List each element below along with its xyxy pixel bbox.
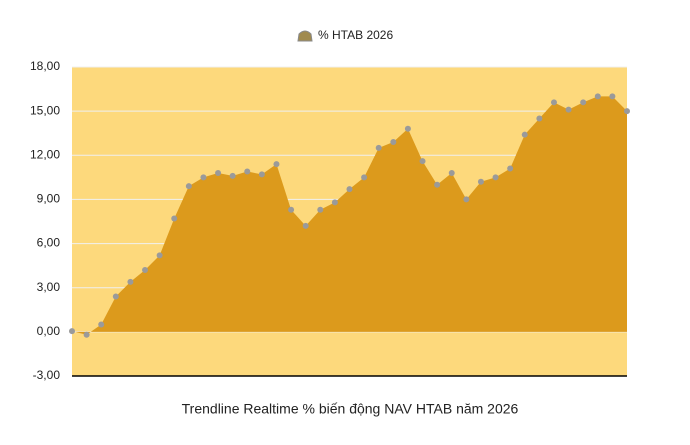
point: [273, 161, 280, 168]
point: [346, 186, 353, 193]
point: [127, 278, 134, 285]
point: [492, 174, 499, 181]
point: [565, 106, 572, 113]
point: [83, 331, 90, 338]
point: [171, 215, 178, 222]
point: [448, 169, 455, 176]
point: [375, 144, 382, 151]
point: [434, 181, 441, 188]
point: [580, 99, 587, 106]
y-tick-label: 18,00: [30, 59, 60, 73]
point: [288, 206, 295, 213]
point: [317, 206, 324, 213]
legend-label: % HTAB 2026: [318, 28, 393, 42]
y-tick-label: 3,00: [37, 280, 61, 294]
point: [477, 178, 484, 185]
point: [331, 199, 338, 206]
point: [229, 172, 236, 179]
y-tick-label: -3,00: [33, 368, 61, 382]
point: [390, 139, 397, 146]
point: [200, 174, 207, 181]
point: [302, 222, 309, 229]
point: [361, 174, 368, 181]
point: [244, 168, 251, 175]
y-tick-label: 15,00: [30, 103, 60, 117]
point: [624, 108, 630, 115]
point: [156, 252, 163, 259]
chart-title: Trendline Realtime % biến động NAV HTAB …: [182, 401, 519, 417]
point: [594, 93, 601, 100]
point: [609, 93, 616, 100]
point: [215, 169, 222, 176]
y-tick-label: 9,00: [37, 192, 61, 206]
point: [69, 328, 75, 335]
y-tick-label: 6,00: [37, 236, 61, 250]
point: [536, 115, 543, 122]
y-tick-label: 12,00: [30, 147, 60, 161]
point: [112, 293, 119, 300]
point: [258, 171, 265, 178]
point: [185, 183, 192, 190]
y-tick-label: 0,00: [37, 324, 61, 338]
legend-icon: [297, 30, 313, 42]
point: [404, 125, 411, 132]
point: [142, 267, 149, 274]
point: [98, 321, 105, 328]
point: [419, 158, 426, 165]
area: [72, 96, 627, 335]
point: [507, 165, 514, 172]
point: [550, 99, 557, 106]
point: [521, 131, 528, 138]
point: [463, 196, 470, 203]
